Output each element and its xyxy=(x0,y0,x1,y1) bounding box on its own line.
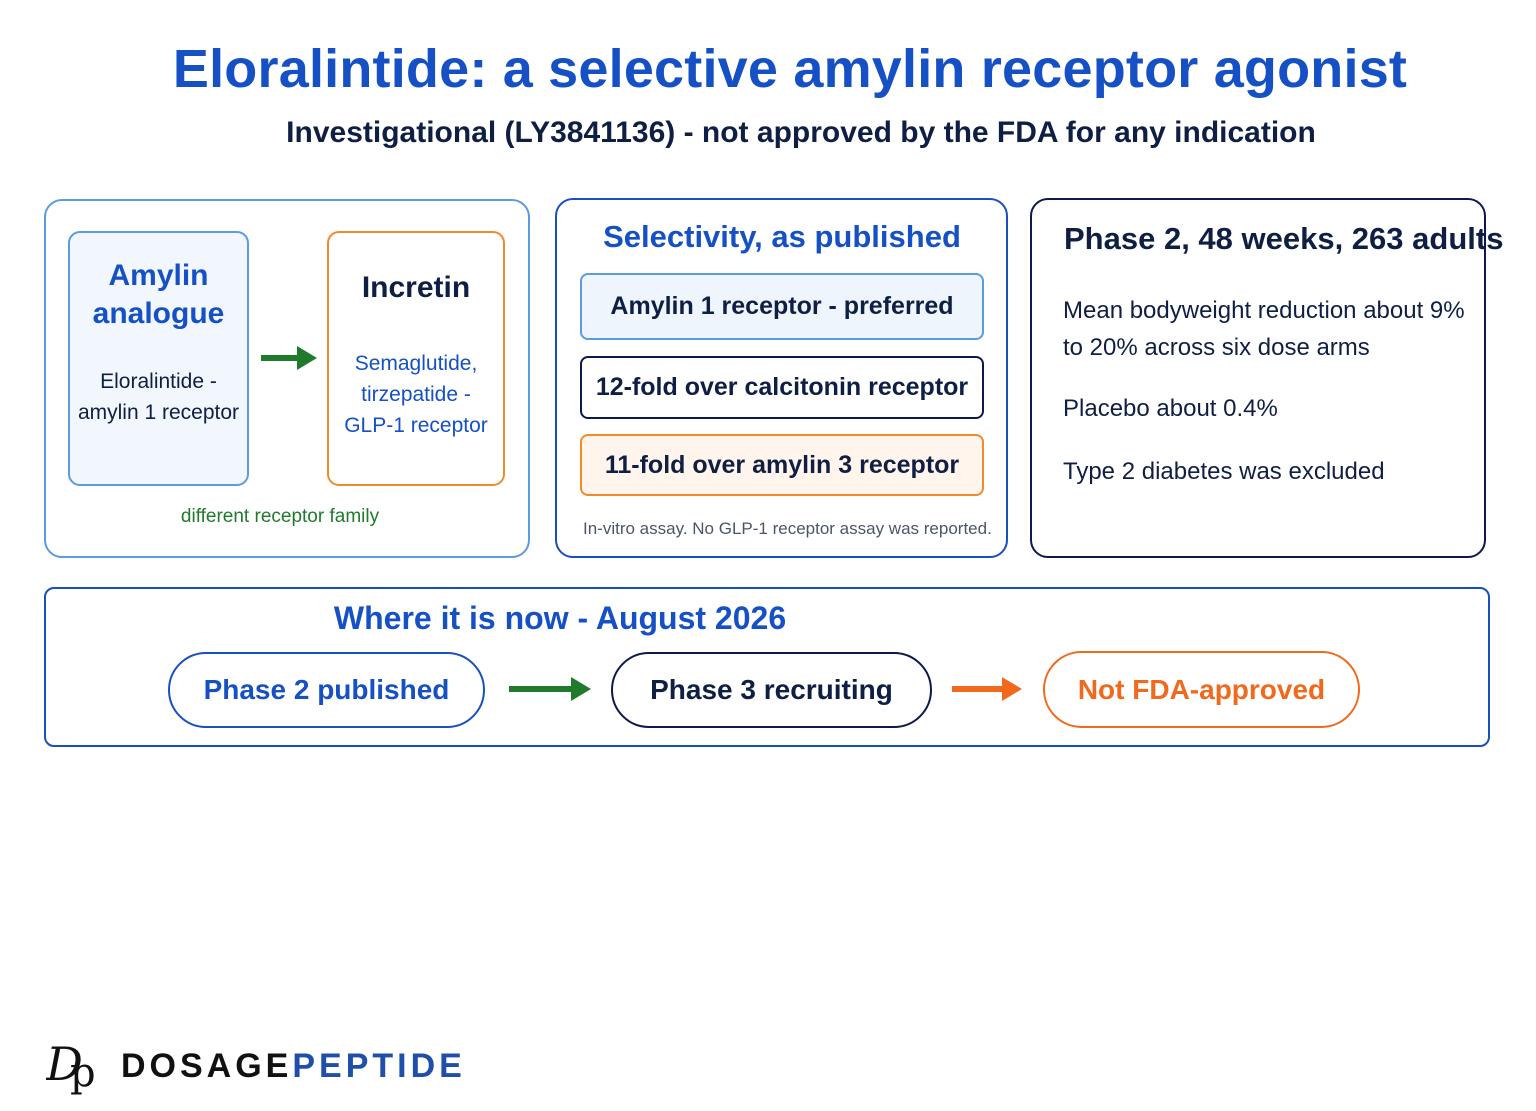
incretin-box: Incretin Semaglutide, tirzepatide - GLP-… xyxy=(327,231,505,486)
selectivity-note: In-vitro assay. No GLP-1 receptor assay … xyxy=(583,519,992,538)
incretin-body-line2: tirzepatide - xyxy=(361,383,471,406)
stage-phase2: Phase 2 published xyxy=(168,652,485,728)
arrow-right-icon xyxy=(509,677,591,701)
trial-title: Phase 2, 48 weeks, 263 adults xyxy=(1064,221,1504,256)
trial-placebo: Placebo about 0.4% xyxy=(1063,395,1278,422)
trial-result-line2: to 20% across six dose arms xyxy=(1063,334,1370,361)
brand-logo-mark: D p xyxy=(46,1037,96,1096)
trial-exclusion: Type 2 diabetes was excluded xyxy=(1063,458,1385,485)
svg-text:p: p xyxy=(70,1050,96,1096)
selectivity-item-amylin3: 11-fold over amylin 3 receptor xyxy=(580,434,984,496)
selectivity-item-amylin1: Amylin 1 receptor - preferred xyxy=(580,273,984,340)
amylin-body-line1: Eloralintide - xyxy=(100,370,217,393)
amylin-body-line2: amylin 1 receptor xyxy=(77,401,240,424)
incretin-box-title: Incretin xyxy=(361,271,471,304)
amylin-title-line1: Amylin xyxy=(108,259,209,292)
selectivity-title: Selectivity, as published xyxy=(603,219,961,254)
amylin-box-body: Eloralintide - amylin 1 receptor xyxy=(70,366,247,428)
status-panel xyxy=(44,587,1490,747)
svg-text:D: D xyxy=(46,1037,83,1091)
brand-name-part1: DOSAGE xyxy=(121,1047,293,1085)
trial-panel xyxy=(1030,198,1486,558)
arrow-right-icon xyxy=(952,677,1022,701)
receptor-family-caption: different receptor family xyxy=(180,506,380,527)
brand-name: DOSAGEPEPTIDE xyxy=(121,1047,466,1086)
incretin-body-line3: GLP-1 receptor xyxy=(344,414,488,437)
amylin-analogue-box: Amylin analogue Eloralintide - amylin 1 … xyxy=(68,231,249,486)
incretin-body-line1: Semaglutide, xyxy=(354,352,478,375)
page-title: Eloralintide: a selective amylin recepto… xyxy=(172,39,1408,99)
status-title: Where it is now - August 2026 xyxy=(333,600,787,636)
trial-result-line1: Mean bodyweight reduction about 9% xyxy=(1063,297,1465,324)
amylin-title-line2: analogue xyxy=(92,297,225,330)
amylin-box-title: Amylin analogue xyxy=(70,257,247,333)
stage-phase3: Phase 3 recruiting xyxy=(611,652,932,728)
brand-name-part2: PEPTIDE xyxy=(292,1047,466,1085)
incretin-box-body: Semaglutide, tirzepatide - GLP-1 recepto… xyxy=(329,348,503,441)
selectivity-item-calcitonin: 12-fold over calcitonin receptor xyxy=(580,356,984,419)
page-subtitle: Investigational (LY3841136) - not approv… xyxy=(286,116,1316,149)
arrow-right-icon xyxy=(261,346,317,370)
trial-result: Mean bodyweight reduction about 9% to 20… xyxy=(1063,292,1473,366)
stage-not-approved: Not FDA-approved xyxy=(1043,651,1360,728)
